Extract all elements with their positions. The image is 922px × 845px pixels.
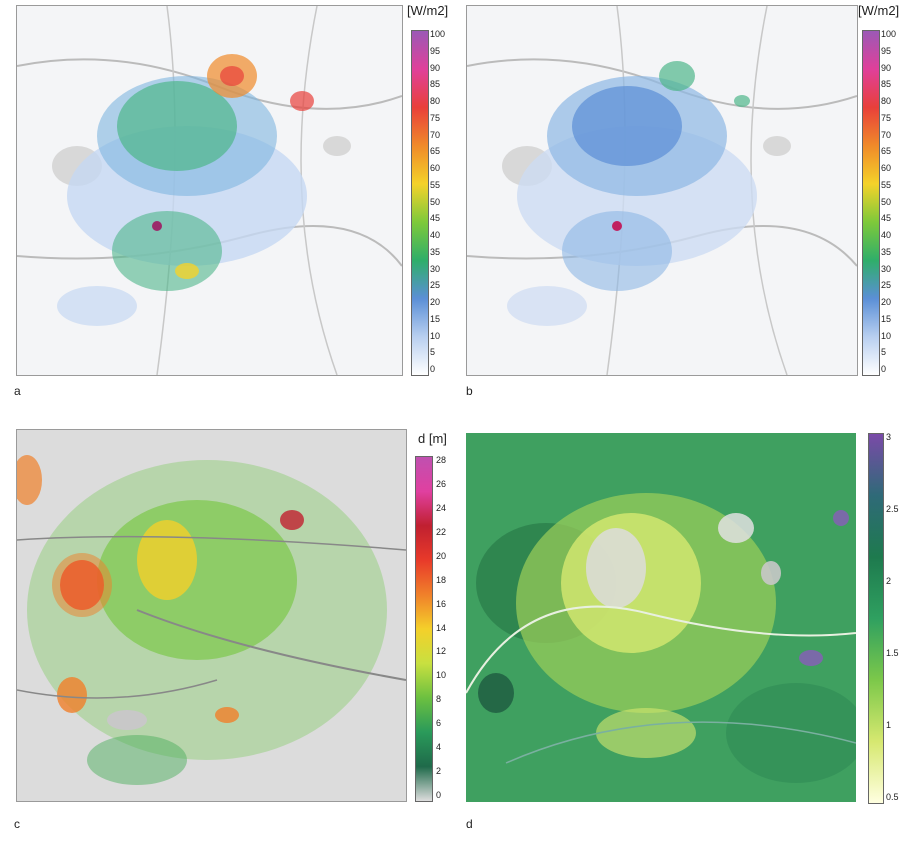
colorbar-d-tick: 1: [886, 720, 892, 730]
map-a: [16, 5, 403, 376]
colorbar-b-tick: 90: [881, 62, 892, 73]
colorbar-b-tick: 45: [881, 213, 892, 224]
unit-label-b: [W/m2]: [858, 3, 900, 18]
colorbar-d-tick: 1.5: [886, 648, 899, 658]
colorbar-b-tick: 100: [881, 29, 897, 39]
colorbar-c-tick: 26: [436, 478, 447, 489]
colorbar-d: [868, 433, 884, 804]
colorbar-a-tick: 15: [430, 313, 441, 324]
colorbar-b-tick: 5: [881, 347, 887, 358]
colorbar-c: [415, 456, 433, 802]
colorbar-a-tick: 70: [430, 129, 441, 140]
colorbar-a: [411, 30, 429, 376]
ticks-d: 3 2.5 2 1.5 1 0.5: [886, 433, 922, 802]
colorbar-b-tick: 85: [881, 79, 892, 90]
colorbar-a-tick: 65: [430, 146, 441, 157]
colorbar-b-tick: 60: [881, 163, 892, 173]
colorbar-a-tick: 0: [430, 364, 436, 374]
colorbar-b-tick: 15: [881, 313, 892, 324]
colorbar-a-tick: 95: [430, 45, 441, 56]
colorbar-b-tick: 25: [881, 280, 892, 291]
map-c-image: [17, 430, 406, 801]
map-d-image: [466, 433, 856, 802]
panel-label-d: d: [466, 817, 473, 831]
colorbar-b-tick: 70: [881, 129, 892, 140]
colorbar-a-tick: 35: [430, 246, 441, 257]
ticks-b: 100 95 90 85 80 75 70 65 60 55 50 45 40 35 30 25 20 15 10 5…: [881, 30, 911, 374]
colorbar-a-tick: 85: [430, 79, 441, 90]
colorbar-d-tick: 0.5: [886, 792, 899, 802]
map-b-image: [467, 6, 857, 375]
colorbar-c-tick: 22: [436, 526, 447, 537]
map-a-image: [17, 6, 402, 375]
ticks-a: 100 95 90 85 80 75 70 65 60 55 50 45 40 35 30 25 20 15 10 5…: [430, 30, 460, 374]
colorbar-a-tick: 60: [430, 163, 441, 173]
colorbar-a-tick: 30: [430, 263, 441, 274]
colorbar-a-tick: 45: [430, 213, 441, 224]
map-d: [466, 433, 856, 802]
colorbar-a-tick: 5: [430, 347, 436, 358]
colorbar-d-tick: 2.5: [886, 504, 899, 514]
colorbar-b-tick: 50: [881, 196, 892, 207]
unit-label-a: [W/m2]: [407, 3, 449, 18]
colorbar-b-tick: 95: [881, 45, 892, 56]
colorbar-b-tick: 40: [881, 230, 892, 240]
colorbar-a-tick: 10: [430, 330, 441, 341]
panel-label-c: c: [14, 817, 20, 831]
colorbar-b-tick: 65: [881, 146, 892, 157]
colorbar-a-tick: 20: [430, 297, 441, 307]
colorbar-a-tick: 100: [430, 29, 446, 39]
colorbar-c-tick: 18: [436, 574, 447, 585]
colorbar-c-tick: 16: [436, 598, 447, 609]
colorbar-c-tick: 14: [436, 622, 447, 633]
unit-label-c: d [m]: [418, 431, 447, 446]
colorbar-c-tick: 6: [436, 718, 442, 729]
colorbar-d-tick: 2: [886, 576, 892, 586]
colorbar-d-tick: 3: [886, 432, 892, 442]
colorbar-b-tick: 55: [881, 179, 892, 190]
colorbar-b: [862, 30, 880, 376]
map-b: [466, 5, 858, 376]
colorbar-a-tick: 90: [430, 62, 441, 73]
colorbar-c-tick: 4: [436, 742, 442, 753]
colorbar-a-tick: 80: [430, 96, 441, 106]
colorbar-c-tick: 20: [436, 550, 447, 561]
colorbar-c-tick: 10: [436, 670, 447, 681]
panel-label-b: b: [466, 384, 473, 398]
colorbar-a-tick: 50: [430, 196, 441, 207]
colorbar-c-tick: 12: [436, 646, 447, 657]
colorbar-b-tick: 30: [881, 263, 892, 274]
colorbar-b-tick: 35: [881, 246, 892, 257]
colorbar-c-tick: 0: [436, 790, 442, 800]
colorbar-b-tick: 0: [881, 364, 887, 374]
colorbar-c-tick: 2: [436, 766, 442, 777]
colorbar-a-tick: 55: [430, 179, 441, 190]
colorbar-b-tick: 10: [881, 330, 892, 341]
colorbar-a-tick: 40: [430, 230, 441, 240]
colorbar-b-tick: 80: [881, 96, 892, 106]
colorbar-c-tick: 28: [436, 455, 447, 465]
colorbar-b-tick: 75: [881, 112, 892, 123]
colorbar-a-tick: 25: [430, 280, 441, 291]
colorbar-c-tick: 24: [436, 502, 447, 513]
colorbar-a-tick: 75: [430, 112, 441, 123]
colorbar-c-tick: 8: [436, 694, 442, 705]
panel-label-a: a: [14, 384, 21, 398]
colorbar-b-tick: 20: [881, 297, 892, 307]
ticks-c: 28 26 24 22 20 18 16 14 12 10 8 6 4 2 0: [436, 456, 466, 800]
map-c: [16, 429, 407, 802]
